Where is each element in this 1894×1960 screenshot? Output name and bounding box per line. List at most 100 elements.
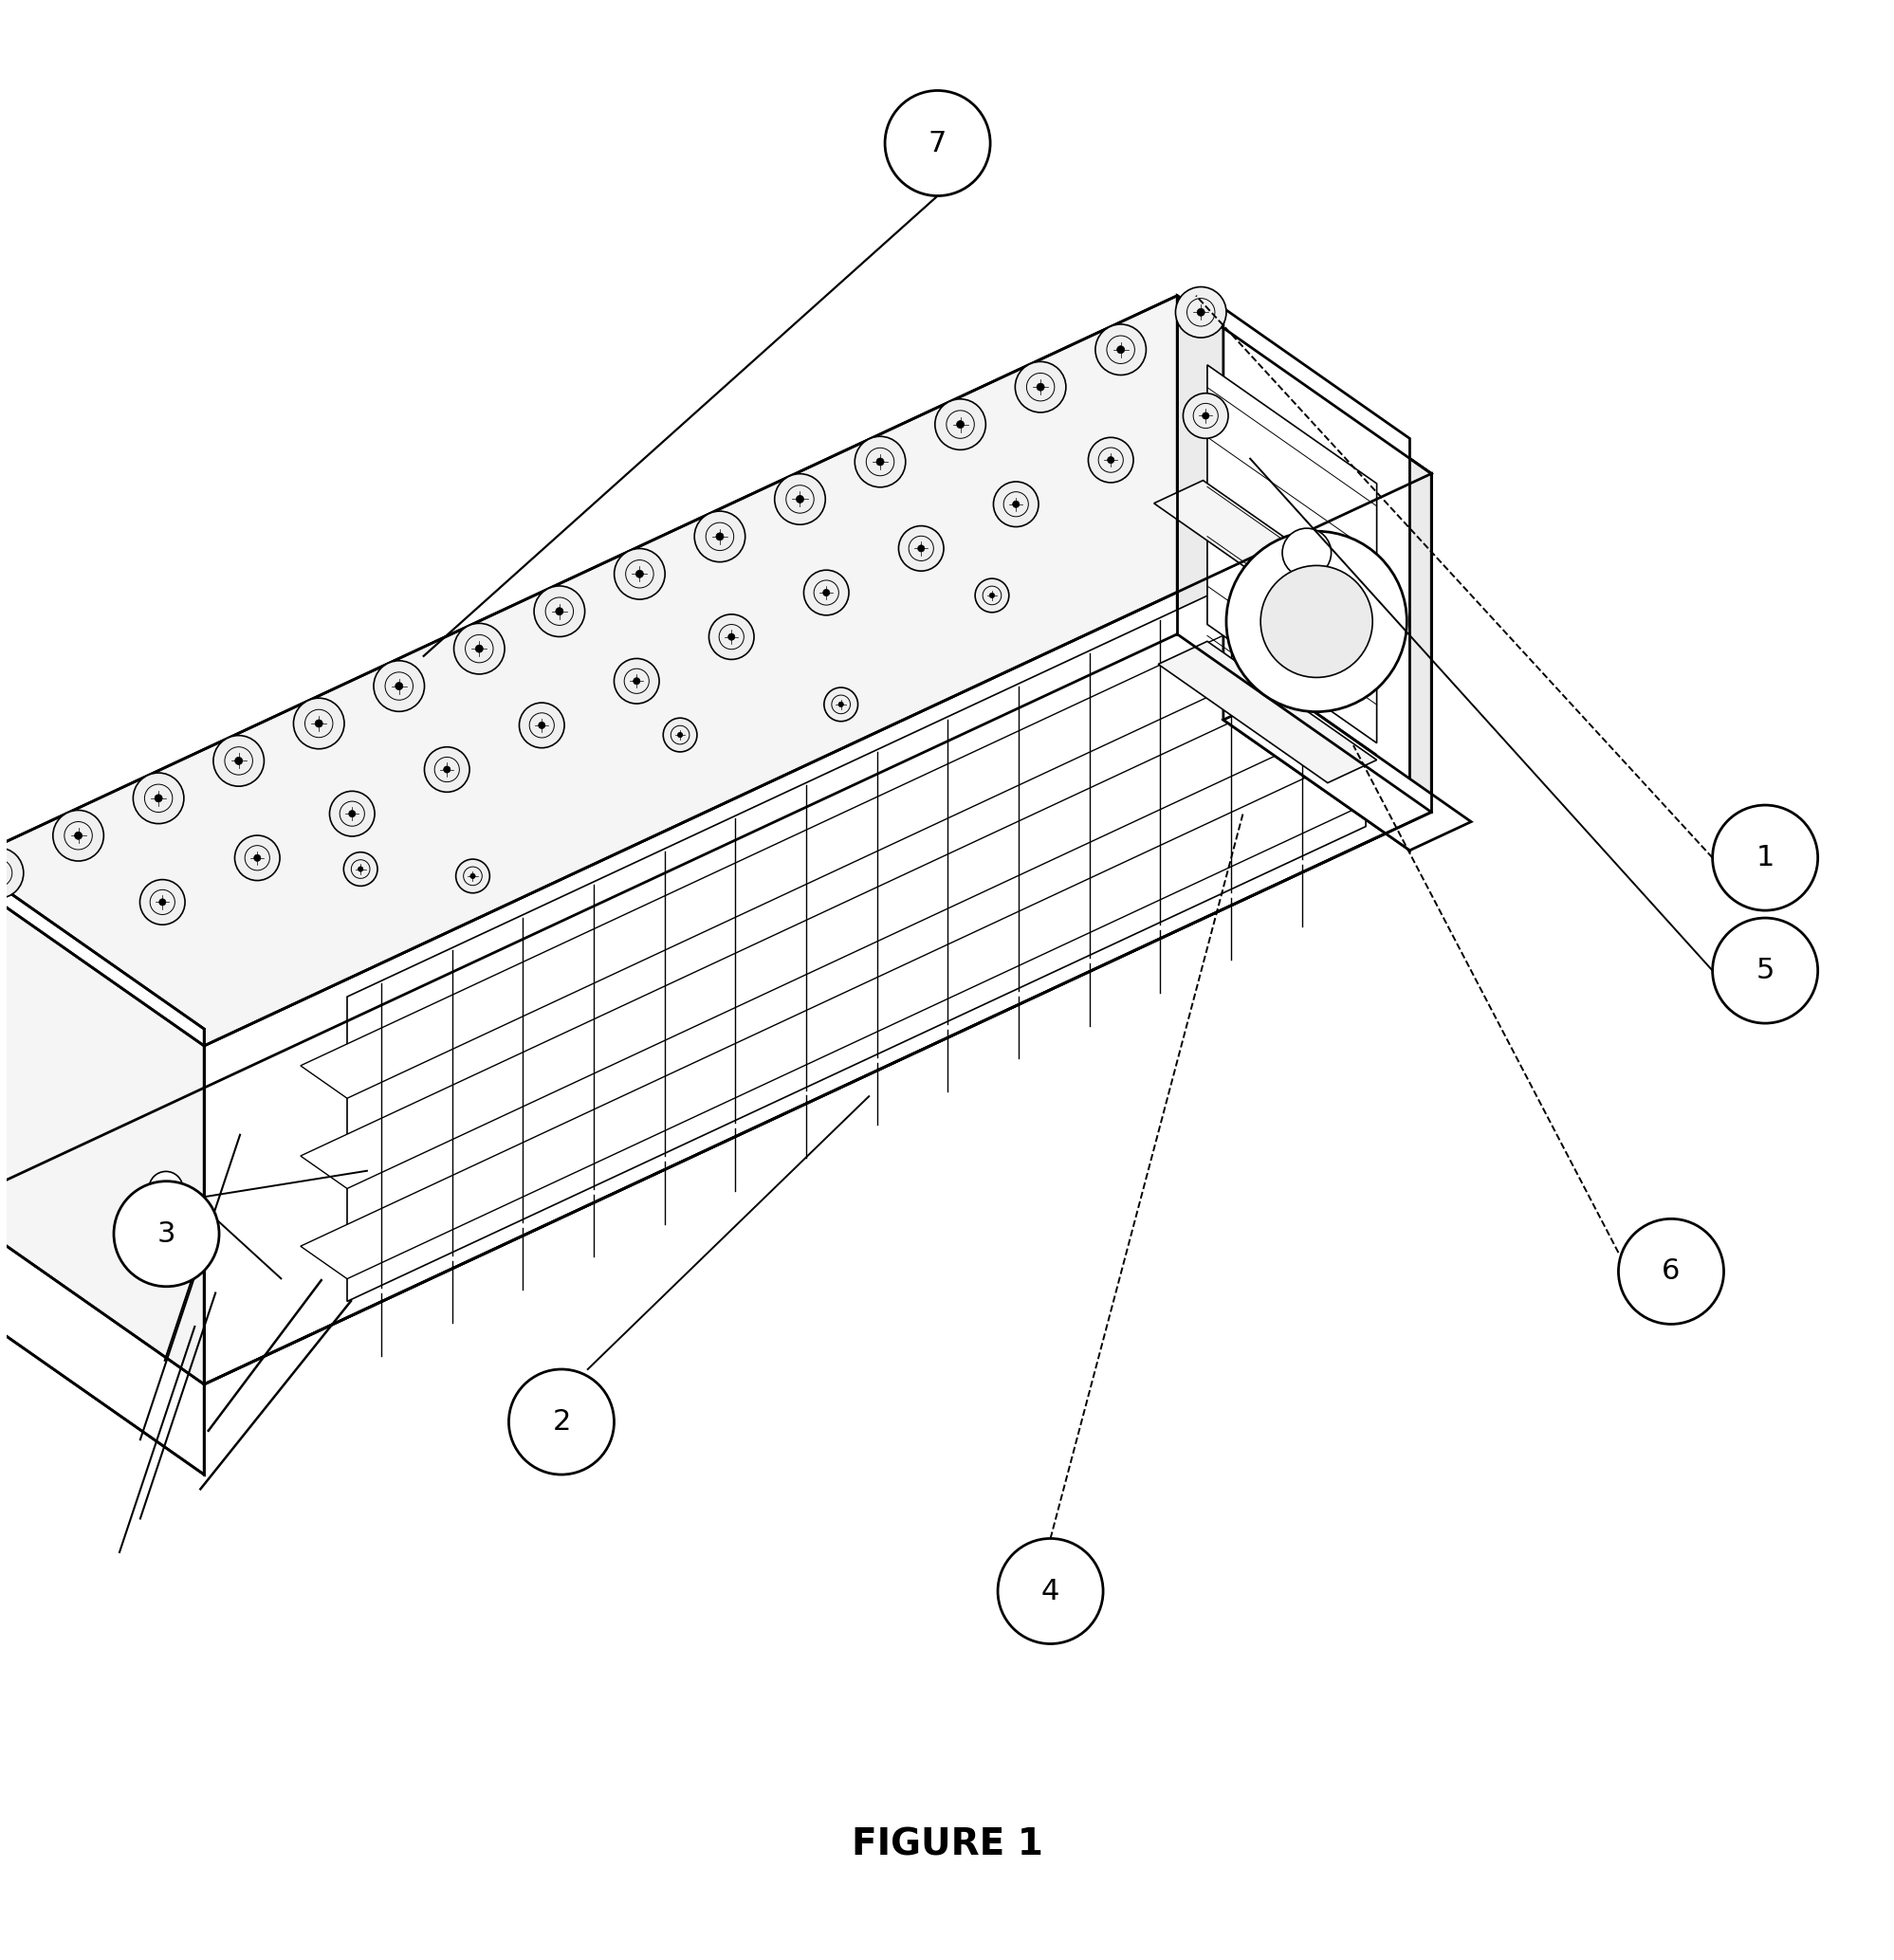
Circle shape <box>235 757 242 764</box>
Circle shape <box>919 545 924 553</box>
Circle shape <box>1089 437 1133 482</box>
Circle shape <box>727 633 735 641</box>
Circle shape <box>348 809 356 817</box>
Circle shape <box>1712 917 1818 1023</box>
Circle shape <box>998 1539 1102 1644</box>
Circle shape <box>1203 412 1208 419</box>
Circle shape <box>534 586 585 637</box>
Circle shape <box>74 831 81 839</box>
Circle shape <box>1197 308 1205 316</box>
Polygon shape <box>301 680 1366 1188</box>
Circle shape <box>294 698 345 749</box>
Text: 1: 1 <box>1756 845 1775 872</box>
Polygon shape <box>1224 308 1409 851</box>
Circle shape <box>330 792 375 837</box>
Text: FIGURE 1: FIGURE 1 <box>850 1827 1044 1864</box>
Circle shape <box>975 578 1010 612</box>
Text: 6: 6 <box>1661 1258 1680 1286</box>
Circle shape <box>708 613 754 659</box>
Circle shape <box>716 533 724 541</box>
Circle shape <box>133 772 184 823</box>
Polygon shape <box>0 851 205 1474</box>
Circle shape <box>884 90 991 196</box>
Polygon shape <box>0 868 205 1384</box>
Circle shape <box>555 608 563 615</box>
Circle shape <box>373 661 424 711</box>
Circle shape <box>519 704 564 749</box>
Polygon shape <box>1224 692 1472 851</box>
Circle shape <box>824 688 858 721</box>
Polygon shape <box>0 296 1432 1047</box>
Circle shape <box>678 733 682 737</box>
Circle shape <box>538 721 545 729</box>
Polygon shape <box>347 521 1366 1301</box>
Circle shape <box>424 747 470 792</box>
Polygon shape <box>1178 296 1432 811</box>
Circle shape <box>1108 457 1114 463</box>
Text: 3: 3 <box>157 1221 176 1249</box>
Circle shape <box>396 682 403 690</box>
Circle shape <box>795 496 803 504</box>
Polygon shape <box>1206 365 1377 743</box>
Polygon shape <box>1153 480 1381 627</box>
Circle shape <box>455 623 504 674</box>
Text: 7: 7 <box>928 129 947 157</box>
Circle shape <box>1015 363 1066 412</box>
Circle shape <box>839 702 843 708</box>
Circle shape <box>614 549 665 600</box>
Circle shape <box>1282 529 1331 576</box>
Circle shape <box>663 717 697 753</box>
Circle shape <box>695 512 744 563</box>
Circle shape <box>633 678 640 684</box>
Circle shape <box>877 459 884 466</box>
Circle shape <box>443 766 451 772</box>
Circle shape <box>1176 286 1225 337</box>
Circle shape <box>456 858 491 894</box>
Text: 4: 4 <box>1042 1578 1059 1605</box>
Circle shape <box>53 809 104 860</box>
Text: 2: 2 <box>553 1407 570 1435</box>
Circle shape <box>1117 345 1125 353</box>
Circle shape <box>989 594 994 598</box>
Circle shape <box>159 900 167 906</box>
Circle shape <box>614 659 659 704</box>
Circle shape <box>150 1172 184 1205</box>
Circle shape <box>1013 502 1019 508</box>
Circle shape <box>898 525 943 570</box>
Circle shape <box>114 1182 220 1286</box>
Circle shape <box>803 570 849 615</box>
Polygon shape <box>301 772 1366 1278</box>
Circle shape <box>254 855 261 860</box>
Circle shape <box>314 719 322 727</box>
Circle shape <box>1184 394 1227 439</box>
Circle shape <box>235 835 280 880</box>
Polygon shape <box>1159 641 1377 782</box>
Circle shape <box>358 866 364 872</box>
Circle shape <box>1261 566 1373 678</box>
Polygon shape <box>205 474 1432 1384</box>
Circle shape <box>343 853 377 886</box>
Circle shape <box>155 794 163 802</box>
Circle shape <box>994 482 1038 527</box>
Circle shape <box>140 880 186 925</box>
Polygon shape <box>301 590 1366 1098</box>
Circle shape <box>1712 806 1818 911</box>
Circle shape <box>1036 384 1044 390</box>
Circle shape <box>0 868 2 876</box>
Circle shape <box>1095 323 1146 374</box>
Circle shape <box>775 474 826 525</box>
Circle shape <box>475 645 483 653</box>
Circle shape <box>214 735 263 786</box>
Circle shape <box>509 1370 614 1474</box>
Circle shape <box>956 421 964 427</box>
Polygon shape <box>0 635 1432 1384</box>
Circle shape <box>854 437 905 488</box>
Circle shape <box>636 570 644 578</box>
Circle shape <box>1619 1219 1724 1325</box>
Circle shape <box>470 874 475 878</box>
Circle shape <box>0 847 23 898</box>
Circle shape <box>822 590 830 596</box>
Circle shape <box>1225 531 1407 711</box>
Circle shape <box>936 400 985 449</box>
Text: 5: 5 <box>1756 956 1775 984</box>
